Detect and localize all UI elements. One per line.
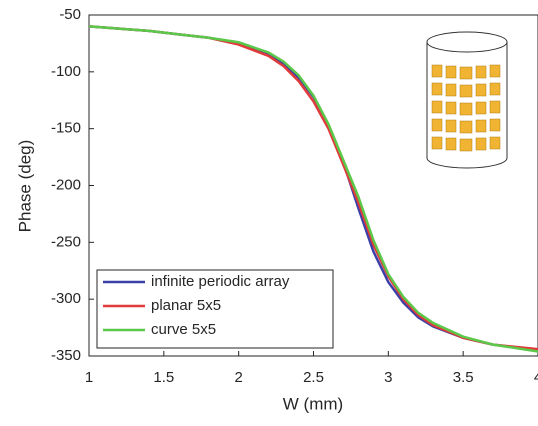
x-tick-label: 2 <box>234 369 242 386</box>
y-axis-label: Phase (deg) <box>15 140 34 233</box>
x-tick-label: 1.5 <box>153 369 174 386</box>
legend-label: planar 5x5 <box>151 297 221 314</box>
x-axis-label: W (mm) <box>283 394 343 413</box>
y-tick-label: -200 <box>51 176 81 193</box>
x-tick-label: 4 <box>534 369 538 386</box>
line-series <box>88 25 538 353</box>
y-tick-label: -300 <box>51 290 81 307</box>
x-tick-label: 3 <box>384 369 392 386</box>
x-tick-label: 1 <box>85 369 93 386</box>
legend-label: curve 5x5 <box>151 321 216 338</box>
y-tick-label: -50 <box>59 6 81 23</box>
y-tick-label: -100 <box>51 63 81 80</box>
y-tick-label: -250 <box>51 233 81 250</box>
y-tick-label: -350 <box>51 347 81 364</box>
y-tick-label: -150 <box>51 120 81 137</box>
legend-label: infinite periodic array <box>151 273 290 290</box>
x-tick-label: 2.5 <box>303 369 324 386</box>
cylinder-icon <box>426 31 508 169</box>
x-tick-label: 3.5 <box>453 369 474 386</box>
